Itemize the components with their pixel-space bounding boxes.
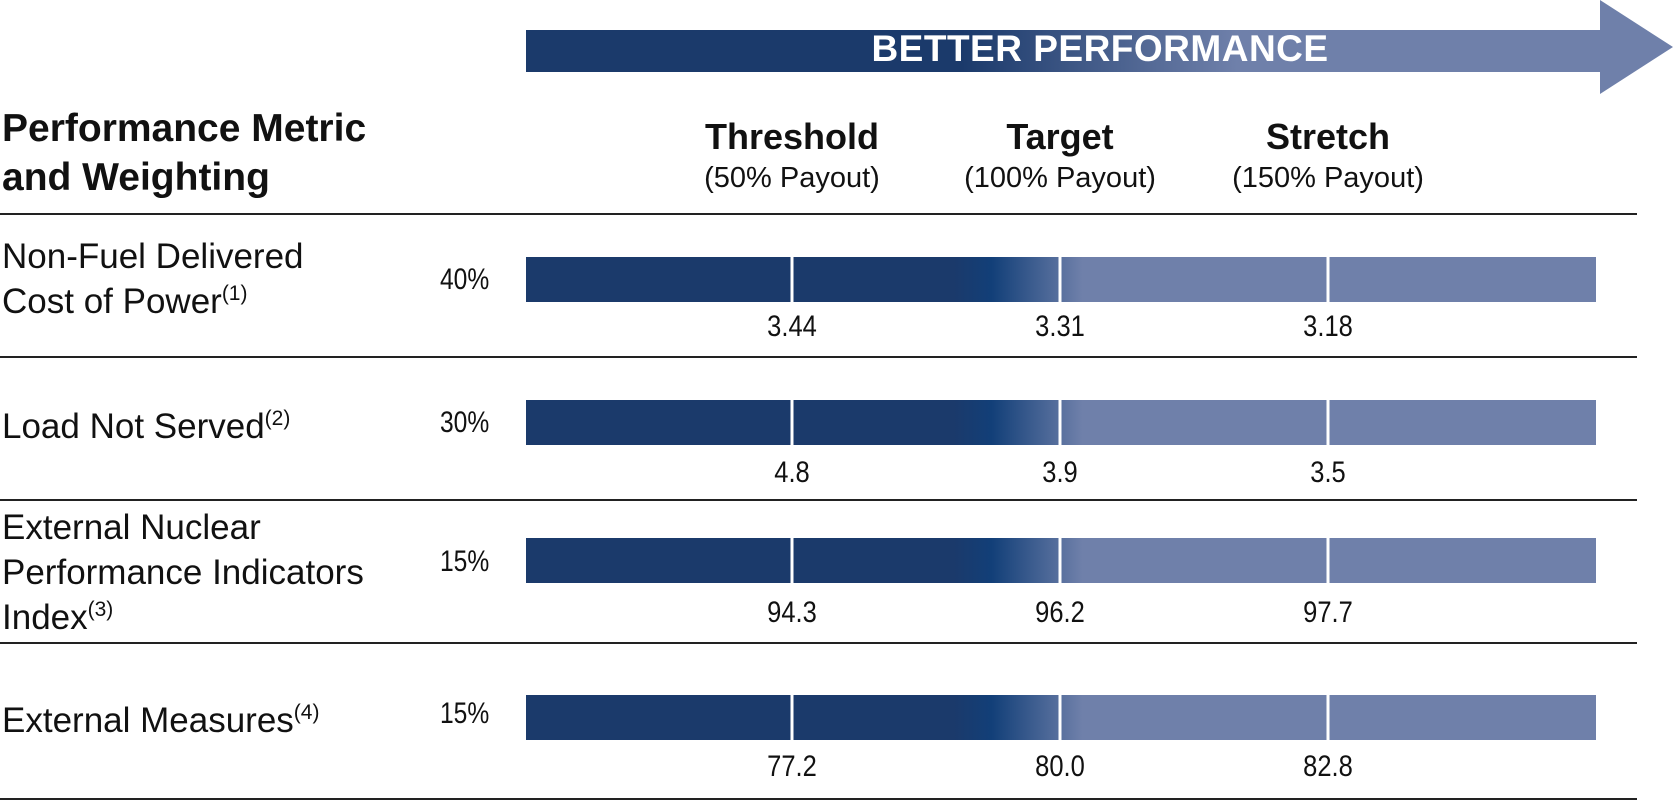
metric-label-line: Index(3) bbox=[2, 598, 114, 637]
metric-value-threshold: 94.3 bbox=[767, 596, 817, 629]
bar-divider bbox=[1326, 695, 1330, 740]
row-divider bbox=[0, 499, 1637, 501]
metric-label: Non-Fuel Delivered Cost of Power(1) bbox=[2, 234, 304, 324]
metric-value-target: 80.0 bbox=[1035, 750, 1085, 783]
metric-value-target: 96.2 bbox=[1035, 596, 1085, 629]
metric-label-line: External Nuclear bbox=[2, 508, 261, 547]
metric-label-line: External Measures(4) bbox=[2, 701, 320, 740]
column-title: Threshold bbox=[704, 116, 879, 157]
row-divider bbox=[0, 798, 1637, 800]
metric-value-stretch: 82.8 bbox=[1303, 750, 1353, 783]
bar-divider bbox=[1326, 400, 1330, 445]
bar-divider bbox=[790, 400, 794, 445]
metric-value-stretch: 97.7 bbox=[1303, 596, 1353, 629]
bar-divider bbox=[1326, 257, 1330, 302]
metric-column-header: Performance Metric and Weighting bbox=[2, 104, 366, 202]
metric-label-line: Non-Fuel Delivered bbox=[2, 237, 304, 276]
bar-divider bbox=[1058, 538, 1062, 583]
row-divider bbox=[0, 642, 1637, 644]
metric-value-threshold: 77.2 bbox=[767, 750, 817, 783]
metric-weight: 15% bbox=[440, 545, 490, 578]
metric-value-target: 3.31 bbox=[1035, 310, 1085, 343]
column-header-target: Target (100% Payout) bbox=[900, 115, 1220, 197]
bar-divider bbox=[790, 538, 794, 583]
metric-label-line: Load Not Served(2) bbox=[2, 407, 291, 446]
bar-divider bbox=[790, 257, 794, 302]
bar-divider bbox=[1058, 257, 1062, 302]
metric-label: External Measures(4) bbox=[2, 698, 319, 743]
row-divider bbox=[0, 356, 1637, 358]
metric-label: External Nuclear Performance Indicators In… bbox=[2, 505, 364, 640]
column-title: Stretch bbox=[1265, 116, 1391, 157]
arrow-label: BETTER PERFORMANCE bbox=[871, 28, 1329, 69]
footnote-marker: (3) bbox=[87, 598, 114, 621]
metric-value-target: 3.9 bbox=[1042, 456, 1078, 489]
footnote-marker: (2) bbox=[264, 407, 291, 430]
bar-divider bbox=[1058, 400, 1062, 445]
metric-weight: 15% bbox=[440, 697, 490, 730]
metric-value-stretch: 3.5 bbox=[1310, 456, 1346, 489]
metric-weight: 30% bbox=[440, 406, 490, 439]
metric-label-line: Cost of Power(1) bbox=[2, 282, 248, 321]
bar-divider bbox=[790, 695, 794, 740]
metric-label: Load Not Served(2) bbox=[2, 404, 290, 449]
column-title: Target bbox=[1006, 116, 1114, 157]
metric-value-stretch: 3.18 bbox=[1303, 310, 1353, 343]
metric-value-threshold: 4.8 bbox=[774, 456, 810, 489]
metric-header-line: and Weighting bbox=[2, 156, 270, 199]
row-divider bbox=[0, 213, 1637, 215]
bar-divider bbox=[1326, 538, 1330, 583]
metric-label-line: Performance Indicators bbox=[2, 553, 364, 592]
column-payout: (100% Payout) bbox=[964, 162, 1156, 194]
column-payout: (50% Payout) bbox=[704, 162, 880, 194]
metric-header-line: Performance Metric bbox=[2, 107, 367, 150]
column-header-threshold: Threshold (50% Payout) bbox=[632, 115, 952, 197]
metric-value-threshold: 3.44 bbox=[767, 310, 817, 343]
footnote-marker: (4) bbox=[293, 701, 320, 724]
footnote-marker: (1) bbox=[221, 282, 248, 305]
better-performance-arrow bbox=[526, 0, 1673, 94]
column-payout: (150% Payout) bbox=[1232, 162, 1424, 194]
metric-weight: 40% bbox=[440, 263, 490, 296]
column-header-stretch: Stretch (150% Payout) bbox=[1168, 115, 1488, 197]
bar-divider bbox=[1058, 695, 1062, 740]
